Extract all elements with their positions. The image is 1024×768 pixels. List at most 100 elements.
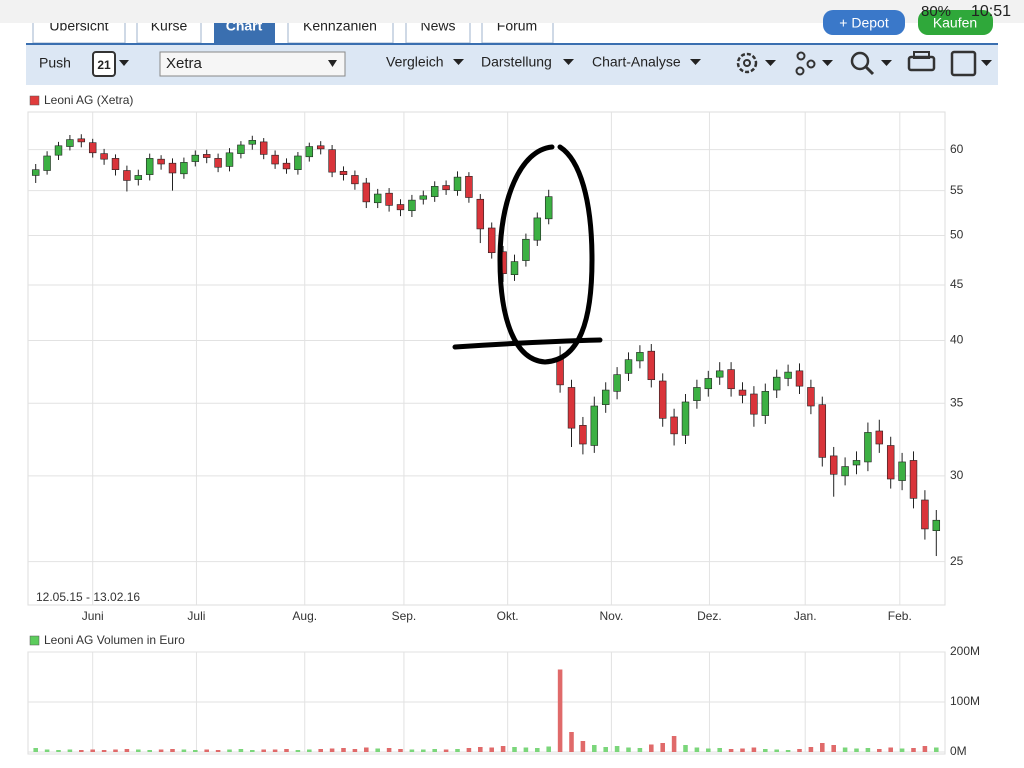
volume-bar — [649, 744, 654, 752]
print-icon[interactable] — [913, 51, 930, 59]
volume-bar — [899, 748, 905, 752]
dropdown-arrow[interactable] — [765, 60, 776, 66]
volume-bar — [113, 749, 118, 752]
y-tick-label: 35 — [950, 395, 964, 409]
volume-bar — [728, 749, 734, 752]
volume-bar — [660, 743, 665, 752]
candle-body — [761, 391, 770, 416]
candle-body — [77, 138, 86, 143]
x-tick-label: Juli — [187, 609, 205, 623]
volume-bar — [888, 747, 893, 752]
dropdown-arrow[interactable] — [453, 59, 464, 65]
buy-label[interactable]: Kaufen — [933, 15, 977, 31]
candle-body — [214, 158, 222, 168]
candle-body — [658, 380, 667, 419]
hand-annotation — [452, 144, 603, 365]
depot-button[interactable] — [823, 10, 905, 35]
menu-item[interactable]: Darstellung — [481, 54, 552, 70]
settings-icon[interactable] — [743, 59, 751, 67]
volume-bar — [466, 748, 472, 752]
candle-body — [841, 466, 849, 477]
calendar-day[interactable]: 21 — [97, 58, 111, 72]
buy-button[interactable] — [918, 10, 993, 35]
volume-bar — [820, 743, 825, 752]
candle-body — [237, 144, 245, 154]
x-tick-label: Aug. — [292, 609, 317, 623]
volume-bar — [535, 748, 540, 752]
candle-body — [54, 145, 63, 156]
volume-bar — [79, 750, 84, 752]
candle-body — [932, 519, 941, 531]
candle-body — [590, 405, 599, 446]
zoom-icon[interactable] — [864, 65, 875, 76]
candle-body — [271, 154, 279, 165]
clock: 10:51 — [971, 3, 1011, 20]
candle-body — [921, 499, 929, 530]
volume-bar — [250, 750, 255, 752]
volume-bar — [808, 747, 814, 752]
candle-body — [613, 374, 621, 392]
battery-level: 80% — [921, 3, 951, 20]
y-tick-label: 55 — [950, 183, 964, 197]
volume-bar — [922, 746, 928, 752]
candle-body — [818, 404, 827, 458]
y-tick-label: 200M — [950, 644, 980, 658]
volume-bar — [227, 749, 232, 752]
settings-icon[interactable] — [736, 52, 758, 74]
volume-bar — [375, 748, 380, 752]
candle-body — [123, 170, 131, 181]
candle-body — [487, 227, 496, 254]
y-tick-label: 45 — [950, 277, 964, 291]
volume-bar — [523, 747, 529, 752]
volume-bar — [489, 747, 494, 752]
volume-bar — [455, 749, 460, 752]
volume-bar — [409, 749, 415, 752]
menu-item[interactable]: Chart-Analyse — [592, 54, 681, 70]
candle-body — [909, 460, 918, 499]
save-icon[interactable] — [950, 50, 977, 77]
candle-body — [510, 261, 519, 276]
volume-bar — [44, 749, 50, 752]
indicator-icon[interactable] — [795, 51, 816, 76]
candle-body — [875, 430, 884, 445]
dropdown-arrow[interactable] — [881, 60, 892, 66]
dropdown-arrow[interactable] — [328, 60, 337, 67]
volume-bar — [170, 749, 175, 752]
candle-body — [66, 139, 74, 147]
candle-body — [727, 369, 735, 390]
dropdown-arrow[interactable] — [690, 59, 701, 65]
exchange-select[interactable] — [159, 51, 346, 77]
x-tick-label: Sep. — [392, 609, 417, 623]
volume-bar — [706, 748, 711, 752]
volume-bar — [147, 750, 152, 752]
volume-bar — [261, 749, 266, 752]
dropdown-arrow[interactable] — [981, 60, 992, 66]
candle-body — [784, 371, 792, 379]
y-tick-label: 60 — [950, 142, 964, 156]
y-tick-label: 40 — [950, 333, 964, 347]
candle-body — [157, 158, 165, 165]
menu-item[interactable]: Vergleich — [386, 54, 444, 70]
candle-body — [738, 389, 747, 396]
volume-bar — [934, 747, 939, 752]
candle-body — [373, 193, 382, 204]
depot-label[interactable]: + Depot — [839, 15, 889, 31]
zoom-icon[interactable] — [850, 51, 870, 71]
dropdown-arrow[interactable] — [563, 59, 574, 65]
candle-body — [88, 142, 97, 154]
exchange-value[interactable]: Xetra — [166, 55, 203, 72]
push-button[interactable]: Push — [39, 55, 71, 71]
volume-bar — [785, 750, 791, 752]
x-tick-label: Okt. — [497, 609, 519, 623]
dropdown-arrow[interactable] — [119, 60, 129, 66]
candle-body — [465, 175, 473, 198]
x-tick-label: Juni — [82, 609, 104, 623]
volume-bar — [364, 747, 369, 752]
volume-bar — [865, 748, 871, 752]
volume-bar — [204, 749, 209, 752]
dropdown-arrow[interactable] — [822, 60, 833, 66]
calendar-icon[interactable] — [92, 51, 116, 77]
volume-bar — [797, 749, 802, 752]
candle-body — [567, 387, 576, 429]
